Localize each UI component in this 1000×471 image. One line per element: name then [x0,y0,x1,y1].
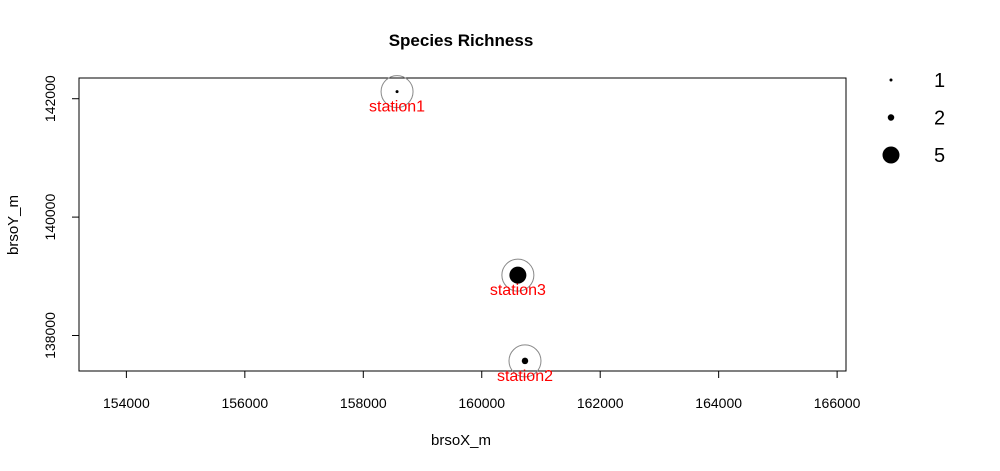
chart-title: Species Richness [389,31,534,50]
legend-label: 5 [934,145,945,167]
station-ring-marker [380,75,414,109]
y-axis: 138000 140000 142000 [42,75,80,359]
x-tick-label: 162000 [577,395,624,411]
station-label: station2 [497,368,553,385]
x-tick-label: 164000 [695,395,742,411]
y-tick-label: 142000 [42,75,58,122]
y-tick-label: 138000 [42,312,58,359]
x-tick-label: 158000 [340,395,387,411]
legend-label: 2 [934,108,945,130]
x-tick-label: 154000 [103,395,150,411]
x-axis: 154000 156000 158000 160000 162000 164000 1660… [103,370,861,411]
plot-frame [78,77,847,372]
richness-point [395,90,399,94]
station-label: station1 [369,99,425,116]
data-points: station1 station2 station3 [369,75,553,385]
legend-symbol [889,78,893,82]
legend-label: 1 [934,70,945,92]
y-axis-label: brsoY_m [5,195,22,255]
x-tick-label: 166000 [814,395,861,411]
x-axis-label: brsoX_m [431,432,491,449]
legend-symbol [882,146,900,164]
richness-point [521,357,529,365]
x-tick-label: 156000 [221,395,268,411]
station-label: station3 [490,282,546,299]
legend-symbol [887,114,895,121]
station-ring-marker [508,344,542,378]
richness-point [509,266,527,284]
y-tick-label: 140000 [42,194,58,241]
x-tick-label: 160000 [458,395,505,411]
station-ring-marker [501,258,535,292]
legend: 1 2 5 [882,70,945,167]
